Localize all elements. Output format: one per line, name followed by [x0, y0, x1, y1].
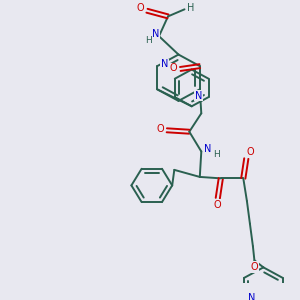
Text: O: O	[250, 262, 258, 272]
Text: H: H	[213, 150, 220, 159]
Text: N: N	[204, 144, 211, 154]
Text: O: O	[136, 4, 144, 14]
Text: N: N	[195, 91, 202, 100]
Text: H: H	[188, 3, 195, 13]
Text: O: O	[156, 124, 164, 134]
Text: O: O	[170, 63, 178, 74]
Text: N: N	[161, 59, 168, 69]
Text: N: N	[248, 293, 255, 300]
Text: O: O	[247, 147, 255, 157]
Text: H: H	[145, 36, 152, 45]
Text: N: N	[152, 29, 159, 39]
Text: O: O	[213, 200, 221, 210]
